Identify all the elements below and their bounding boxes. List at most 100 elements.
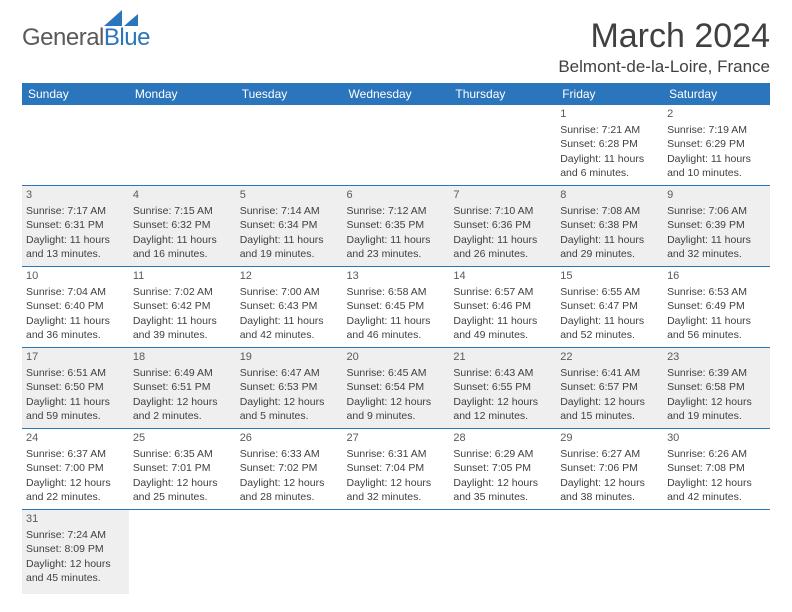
daylight-text: Daylight: 11 hours <box>667 314 766 328</box>
daylight-text: and 26 minutes. <box>453 247 552 261</box>
day-number: 5 <box>240 188 339 203</box>
calendar-day-cell: 31Sunrise: 7:24 AMSunset: 8:09 PMDayligh… <box>22 510 129 595</box>
sunset-text: Sunset: 8:09 PM <box>26 542 125 556</box>
calendar-week-row: 24Sunrise: 6:37 AMSunset: 7:00 PMDayligh… <box>22 429 770 510</box>
daylight-text: and 56 minutes. <box>667 328 766 342</box>
sunrise-text: Sunrise: 6:53 AM <box>667 285 766 299</box>
weekday-header: Sunday <box>22 83 129 105</box>
day-number: 9 <box>667 188 766 203</box>
sunset-text: Sunset: 6:51 PM <box>133 380 232 394</box>
daylight-text: Daylight: 11 hours <box>347 314 446 328</box>
daylight-text: and 59 minutes. <box>26 409 125 423</box>
daylight-text: and 45 minutes. <box>26 571 125 585</box>
calendar-week-row: 17Sunrise: 6:51 AMSunset: 6:50 PM Dayligh… <box>22 348 770 429</box>
daylight-text: and 13 minutes. <box>26 247 125 261</box>
calendar-empty-cell <box>236 510 343 595</box>
day-number: 27 <box>347 431 446 446</box>
daylight-text: and 12 minutes. <box>453 409 552 423</box>
calendar-day-cell: 27Sunrise: 6:31 AMSunset: 7:04 PMDayligh… <box>343 429 450 510</box>
calendar-empty-cell <box>556 510 663 595</box>
sunset-text: Sunset: 6:57 PM <box>560 380 659 394</box>
calendar-day-cell: 24Sunrise: 6:37 AMSunset: 7:00 PMDayligh… <box>22 429 129 510</box>
sunrise-text: Sunrise: 6:37 AM <box>26 447 125 461</box>
sunset-text: Sunset: 7:00 PM <box>26 461 125 475</box>
sunrise-text: Sunrise: 7:21 AM <box>560 123 659 137</box>
sunset-text: Sunset: 6:55 PM <box>453 380 552 394</box>
daylight-text: and 25 minutes. <box>133 490 232 504</box>
daylight-text: Daylight: 12 hours <box>26 557 125 571</box>
logo: General Blue <box>22 18 150 52</box>
weekday-header: Saturday <box>663 83 770 105</box>
sunset-text: Sunset: 7:08 PM <box>667 461 766 475</box>
calendar-empty-cell <box>663 510 770 595</box>
calendar-week-row: 1Sunrise: 7:21 AMSunset: 6:28 PMDaylight… <box>22 105 770 186</box>
daylight-text: and 23 minutes. <box>347 247 446 261</box>
daylight-text: Daylight: 12 hours <box>133 476 232 490</box>
sunset-text: Sunset: 6:40 PM <box>26 299 125 313</box>
sunrise-text: Sunrise: 6:27 AM <box>560 447 659 461</box>
day-number: 14 <box>453 269 552 284</box>
daylight-text: and 6 minutes. <box>560 166 659 180</box>
daylight-text: and 46 minutes. <box>347 328 446 342</box>
sunset-text: Sunset: 6:35 PM <box>347 218 446 232</box>
daylight-text: Daylight: 12 hours <box>133 395 232 409</box>
day-number: 23 <box>667 350 766 365</box>
daylight-text: Daylight: 11 hours <box>560 314 659 328</box>
day-number: 12 <box>240 269 339 284</box>
sunset-text: Sunset: 6:36 PM <box>453 218 552 232</box>
calendar-day-cell: 6Sunrise: 7:12 AMSunset: 6:35 PMDaylight… <box>343 186 450 267</box>
calendar-day-cell: 4Sunrise: 7:15 AMSunset: 6:32 PMDaylight… <box>129 186 236 267</box>
sunrise-text: Sunrise: 6:33 AM <box>240 447 339 461</box>
sunrise-text: Sunrise: 6:47 AM <box>240 366 339 380</box>
day-number: 28 <box>453 431 552 446</box>
calendar-day-cell: 3Sunrise: 7:17 AMSunset: 6:31 PMDaylight… <box>22 186 129 267</box>
sunrise-text: Sunrise: 7:15 AM <box>133 204 232 218</box>
calendar-week-row: 3Sunrise: 7:17 AMSunset: 6:31 PMDaylight… <box>22 186 770 267</box>
daylight-text: Daylight: 12 hours <box>560 395 659 409</box>
weekday-header: Monday <box>129 83 236 105</box>
sunset-text: Sunset: 7:01 PM <box>133 461 232 475</box>
daylight-text: and 35 minutes. <box>453 490 552 504</box>
sunrise-text: Sunrise: 7:04 AM <box>26 285 125 299</box>
calendar-day-cell: 12Sunrise: 7:00 AMSunset: 6:43 PMDayligh… <box>236 267 343 348</box>
daylight-text: Daylight: 12 hours <box>347 476 446 490</box>
calendar-day-cell: 25Sunrise: 6:35 AMSunset: 7:01 PMDayligh… <box>129 429 236 510</box>
calendar-day-cell: 13Sunrise: 6:58 AMSunset: 6:45 PMDayligh… <box>343 267 450 348</box>
calendar-table: SundayMondayTuesdayWednesdayThursdayFrid… <box>22 83 770 594</box>
day-number: 20 <box>347 350 446 365</box>
calendar-empty-cell <box>236 105 343 186</box>
daylight-text: Daylight: 11 hours <box>453 233 552 247</box>
logo-blue-text: Blue <box>104 24 150 51</box>
day-number: 10 <box>26 269 125 284</box>
location: Belmont-de-la-Loire, France <box>558 57 770 77</box>
daylight-text: and 19 minutes. <box>240 247 339 261</box>
sunset-text: Sunset: 6:29 PM <box>667 137 766 151</box>
sunset-text: Sunset: 6:50 PM <box>26 380 125 394</box>
sunset-text: Sunset: 6:31 PM <box>26 218 125 232</box>
weekday-header: Tuesday <box>236 83 343 105</box>
daylight-text: Daylight: 12 hours <box>240 476 339 490</box>
calendar-empty-cell <box>343 105 450 186</box>
sunset-text: Sunset: 7:04 PM <box>347 461 446 475</box>
day-number: 7 <box>453 188 552 203</box>
sunset-text: Sunset: 7:06 PM <box>560 461 659 475</box>
calendar-day-cell: 2Sunrise: 7:19 AMSunset: 6:29 PMDaylight… <box>663 105 770 186</box>
calendar-empty-cell <box>129 105 236 186</box>
day-number: 17 <box>26 350 125 365</box>
day-number: 13 <box>347 269 446 284</box>
logo-general: General <box>22 24 104 52</box>
day-number: 25 <box>133 431 232 446</box>
sunrise-text: Sunrise: 6:57 AM <box>453 285 552 299</box>
sunrise-text: Sunrise: 7:12 AM <box>347 204 446 218</box>
sunrise-text: Sunrise: 7:06 AM <box>667 204 766 218</box>
sunset-text: Sunset: 6:38 PM <box>560 218 659 232</box>
sunrise-text: Sunrise: 6:41 AM <box>560 366 659 380</box>
calendar-day-cell: 15Sunrise: 6:55 AMSunset: 6:47 PMDayligh… <box>556 267 663 348</box>
sunrise-text: Sunrise: 7:00 AM <box>240 285 339 299</box>
sunset-text: Sunset: 6:45 PM <box>347 299 446 313</box>
calendar-day-cell: 9Sunrise: 7:06 AMSunset: 6:39 PMDaylight… <box>663 186 770 267</box>
calendar-empty-cell <box>22 105 129 186</box>
day-number: 21 <box>453 350 552 365</box>
daylight-text: and 9 minutes. <box>347 409 446 423</box>
sunrise-text: Sunrise: 6:51 AM <box>26 366 125 380</box>
